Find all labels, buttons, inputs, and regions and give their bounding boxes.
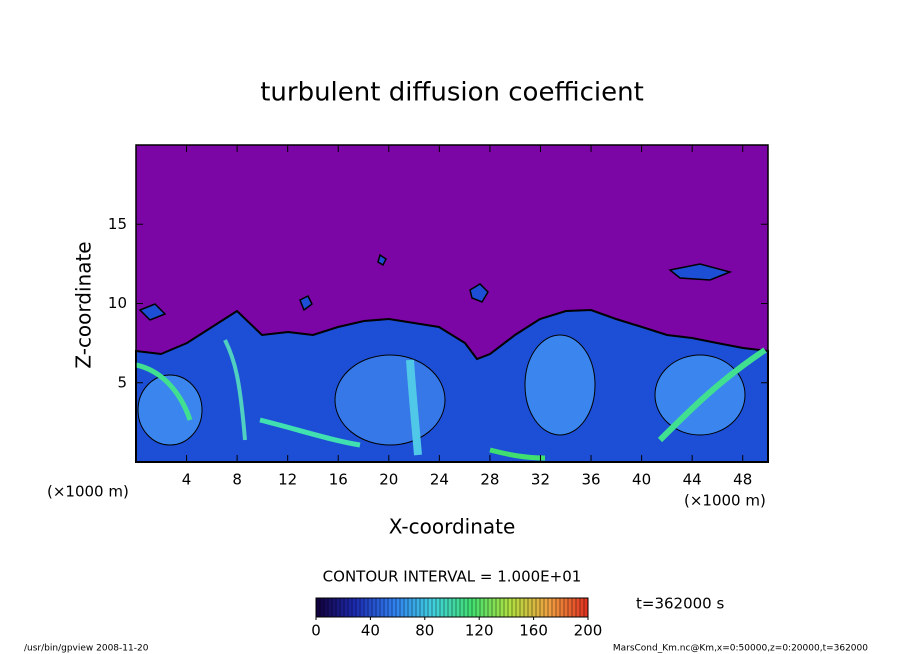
x-tick-label: 24 [430,471,449,489]
field-streak [223,339,247,441]
field-blob [654,354,746,436]
y-tick-label: 15 [108,215,127,233]
x-axis-title: X-coordinate [389,515,516,539]
y-tick-label: 10 [108,294,127,312]
field [135,145,769,463]
y-tick-label: 5 [117,373,127,391]
x-tick-label: 4 [182,471,192,489]
colorbar-tick-label: 160 [519,622,548,640]
footer-right: MarsCond_Km.nc@Km,x=0:50000,z=0:20000,t=… [613,644,868,654]
field-streak [406,359,422,456]
colorbar-tick-label: 80 [415,622,434,640]
x-tick-label: 40 [632,471,651,489]
chart-title: turbulent diffusion coefficient [260,78,644,108]
x-unit-label: (×1000 m) [47,483,129,501]
x-tick-label: 16 [329,471,348,489]
x-tick-label: 20 [379,471,398,489]
colorbar-tick-label: 0 [311,622,321,640]
field-streak [135,362,193,421]
field-blob [137,374,203,446]
x-tick-label: 8 [232,471,242,489]
field-streak [657,347,767,443]
field-blob [334,354,446,446]
colorbar-tick-label: 120 [465,622,494,640]
x-tick-label: 28 [480,471,499,489]
colorbar-tick-label: 40 [361,622,380,640]
x-tick-label: 12 [278,471,297,489]
x-tick-label: 48 [733,471,752,489]
footer-left: /usr/bin/gpview 2008-11-20 [24,644,149,654]
contour-interval: CONTOUR INTERVAL = 1.000E+01 [323,568,582,586]
y-axis-title: Z-coordinate [72,241,96,368]
field-streak [259,417,361,448]
field-patch [138,253,733,321]
field-blob [524,334,596,436]
x-unit-label: (×1000 m) [684,492,766,510]
x-tick-label: 44 [683,471,702,489]
turbulent-region [135,308,769,463]
x-tick-label: 32 [531,471,550,489]
x-tick-label: 36 [581,471,600,489]
time-label: t=362000 s [636,595,724,613]
colorbar-tick-label: 200 [574,622,603,640]
